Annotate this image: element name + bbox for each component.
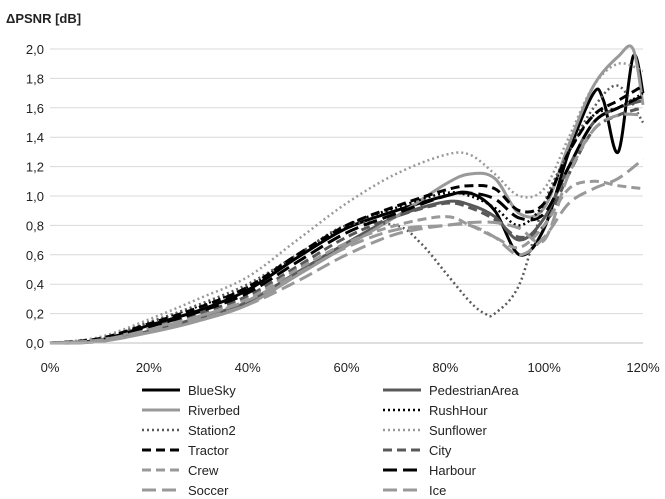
y-tick-label: 1,8 [26,71,44,86]
legend-label: Soccer [188,483,229,498]
x-tick-label: 80% [432,360,458,375]
y-tick-label: 0,4 [26,277,44,292]
series-line-ice [49,112,644,345]
series-line-sunflower [49,62,644,345]
legend-label: RushHour [429,403,488,418]
x-tick-label: 40% [235,360,261,375]
legend-item-sunflower: Sunflower [383,423,487,438]
legend-label: Riverbed [188,403,240,418]
legend-label: PedestrianArea [429,383,519,398]
legend-item-riverbed: Riverbed [142,403,240,418]
y-tick-labels: 0,0 0,2 0,4 0,6 0,8 1,0 1,2 1,4 1,6 1,8 2,0 [26,42,44,351]
x-tick-label: 120% [626,360,660,375]
legend-item-station2: Station2 [142,423,236,438]
y-tick-label: 0,2 [26,307,44,322]
legend-item-rushhour: RushHour [383,403,488,418]
legend-label: Tractor [188,443,229,458]
y-axis-label: ΔPSNR [dB] [6,11,81,26]
legend-label: Crew [188,463,219,478]
y-tick-label: 1,0 [26,189,44,204]
x-tick-label: 20% [136,360,162,375]
y-tick-label: 1,6 [26,101,44,116]
series-line-riverbed [49,44,645,345]
y-tick-label: 0,8 [26,218,44,233]
series-line-harbour [49,94,644,345]
legend-item-crew: Crew [142,463,219,478]
x-tick-label: 60% [333,360,359,375]
legend-item-pedestrianarea: PedestrianArea [383,383,519,398]
y-tick-label: 0,0 [26,336,44,351]
y-tick-label: 0,6 [26,248,44,263]
legend: BlueSky PedestrianArea Riverbed RushHour Sta… [142,383,519,498]
legend-label: Station2 [188,423,236,438]
y-tick-label: 1,2 [26,160,44,175]
legend-item-tractor: Tractor [142,443,229,458]
legend-item-harbour: Harbour [383,463,477,478]
legend-label: Sunflower [429,423,487,438]
x-tick-label: 100% [528,360,562,375]
grid-lines [50,48,643,315]
legend-item-bluesky: BlueSky [142,383,236,398]
legend-label: BlueSky [188,383,236,398]
legend-label: City [429,443,452,458]
x-tick-labels: 0% 20% 40% 60% 80% 100% 120% [41,360,660,375]
legend-item-soccer: Soccer [142,483,229,498]
x-tick-label: 0% [41,360,60,375]
series-line-soccer [49,158,644,345]
legend-label: Ice [429,483,446,498]
series-line-crew [49,179,644,345]
y-tick-label: 2,0 [26,42,44,57]
legend-label: Harbour [429,463,477,478]
series-lines [49,44,645,345]
series-line-tractor [49,84,644,345]
y-tick-label: 1,4 [26,130,44,145]
legend-item-city: City [383,443,452,458]
legend-item-ice: Ice [383,483,446,498]
